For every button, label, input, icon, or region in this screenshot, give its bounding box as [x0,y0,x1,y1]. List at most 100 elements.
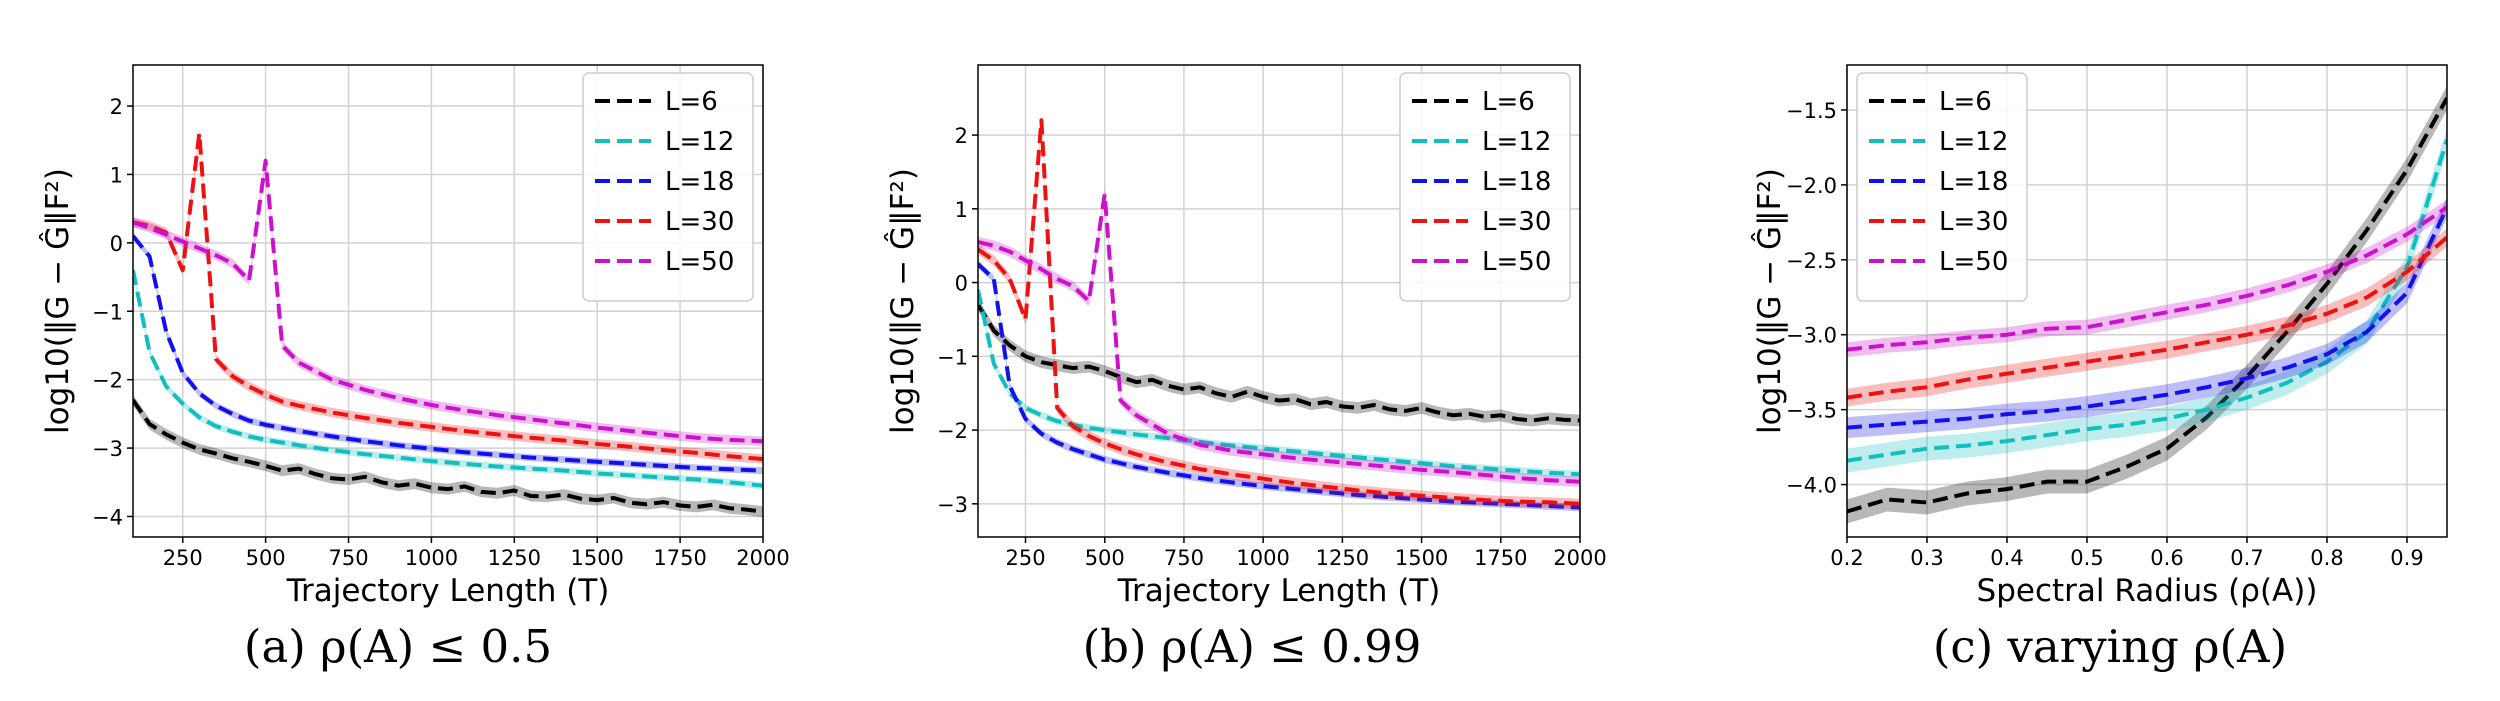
x-tick-label: 2000 [736,546,789,570]
x-tick-label: 0.9 [2390,546,2423,570]
legend-entry: L=50 [1939,247,2008,277]
chart-panel-b: 250 500 750 1000 1250 1500 1750 2000 −3 −2 −1 0 1 2 Tr… [884,64,1607,673]
series-line-L-18 [978,262,1580,510]
x-tick-label: 0.6 [2150,546,2183,570]
legend-entry: L=18 [1939,167,2008,197]
y-tick-label: −1 [937,345,968,369]
y-axis-label: log10(‖G − Ĝ‖F²) [39,168,76,434]
axes-frame [977,64,1581,538]
x-tick-label: 500 [1085,546,1125,570]
confidence-band-L-50 [1847,199,2447,358]
panel-caption: (a) ρ(A) ≤ 0.5 [244,620,552,673]
confidence-band-L-12 [978,286,1580,478]
plot-area [133,128,763,518]
legend-entry: L=30 [1482,207,1551,237]
y-tick-label: −2.5 [1786,249,1837,273]
y-tick-label: −1 [92,300,123,324]
x-tick-label: 0.2 [1830,546,1863,570]
x-tick-label: 750 [1164,546,1204,570]
y-tick-label: 0 [955,272,968,296]
legend-entry: L=18 [1482,167,1551,197]
confidence-band-L-30 [1847,228,2447,407]
x-axis-label: Trajectory Length (T) [1117,573,1441,609]
legend-entry: L=30 [665,207,734,237]
legend-entry: L=12 [1939,127,2008,157]
legend-entry: L=50 [1482,247,1551,277]
legend-entry: L=18 [665,167,734,197]
y-tick-label: 1 [110,163,123,187]
confidence-band-L-18 [1847,196,2447,439]
series-line-L-18 [1847,206,2447,430]
x-tick-label: 500 [246,546,286,570]
series-line-L-18 [133,234,763,473]
legend: L=6 L=12 L=18 L=30 L=50 [582,72,754,302]
series-line-L-50 [133,158,763,444]
y-tick-label: −4 [92,505,123,529]
y-tick-label: −2.0 [1786,174,1837,198]
x-axis-label: Spectral Radius (ρ(A)) [1977,573,2318,609]
x-axis-label: Trajectory Length (T) [286,573,610,609]
legend-entry: L=30 [1939,207,2008,237]
x-tick-label: 0.8 [2310,546,2343,570]
x-tick-label: 0.5 [2070,546,2103,570]
y-tick-label: −3.5 [1786,399,1837,423]
legend-entry: L=6 [1939,87,1992,117]
chart-panel-a: 250 500 750 1000 1250 1500 1750 2000 −4 −3 −2 −1 0 1 2… [39,64,790,673]
legend-entry: L=6 [665,87,718,117]
x-tick-label: 1250 [1316,546,1369,570]
x-tick-label: 0.4 [1990,546,2023,570]
x-tick-label: 1750 [1474,546,1527,570]
x-tick-label: 250 [163,546,203,570]
series-line-L-30 [978,118,1580,506]
y-tick-label: 2 [110,95,123,119]
confidence-band-L-50 [978,188,1580,487]
y-tick-label: −2 [937,419,968,443]
y-axis-label: log10(‖G − Ĝ‖F²) [1751,168,1788,434]
y-tick-label: −2 [92,369,123,393]
y-tick-label: −3 [937,493,968,517]
x-tick-label: 0.3 [1910,546,1943,570]
axes-frame [1846,64,2448,538]
x-tick-label: 1000 [405,546,458,570]
legend: L=6 L=12 L=18 L=30 L=50 [1399,72,1571,302]
plot-area [1847,86,2447,524]
series-line-L-6 [978,303,1580,423]
series-line-L-12 [1847,139,2447,463]
legend-entry: L=50 [665,247,734,277]
legend-entry: L=6 [1482,87,1535,117]
legend-box [582,72,754,302]
legend-entry: L=12 [665,127,734,157]
y-tick-label: 2 [955,124,968,148]
legend-box [1856,72,2028,302]
y-tick-label: −4.0 [1786,474,1837,498]
series-line-L-30 [133,131,763,461]
x-tick-label: 0.7 [2230,546,2263,570]
y-tick-label: 1 [955,198,968,222]
x-tick-label: 1500 [570,546,623,570]
series-line-L-6 [133,399,763,514]
x-tick-label: 1000 [1236,546,1289,570]
panel-caption: (c) varying ρ(A) [1933,620,2287,673]
x-tick-label: 1500 [1395,546,1448,570]
legend-entry: L=12 [1482,127,1551,157]
x-tick-label: 250 [1005,546,1045,570]
x-tick-label: 1250 [488,546,541,570]
axes-frame [132,64,764,538]
series-line-L-12 [978,289,1580,477]
x-tick-label: 750 [328,546,368,570]
series-line-L-50 [1847,205,2447,352]
y-tick-label: −3.0 [1786,324,1837,348]
series-line-L-12 [133,269,763,488]
plot-area [978,115,1580,512]
legend: L=6 L=12 L=18 L=30 L=50 [1856,72,2028,302]
y-tick-label: 0 [110,232,123,256]
panel-caption: (b) ρ(A) ≤ 0.99 [1083,620,1422,673]
y-axis-label: log10(‖G − Ĝ‖F²) [884,168,921,434]
y-tick-label: −1.5 [1786,99,1837,123]
series-line-L-6 [1847,97,2447,514]
chart-panel-c: 0.2 0.3 0.4 0.5 0.6 0.7 0.8 0.9 −4.0 −3.5 −3.0 −2.5… [1751,64,2448,673]
series-line-L-30 [1847,235,2447,400]
x-tick-label: 1750 [653,546,706,570]
y-tick-label: −3 [92,437,123,461]
